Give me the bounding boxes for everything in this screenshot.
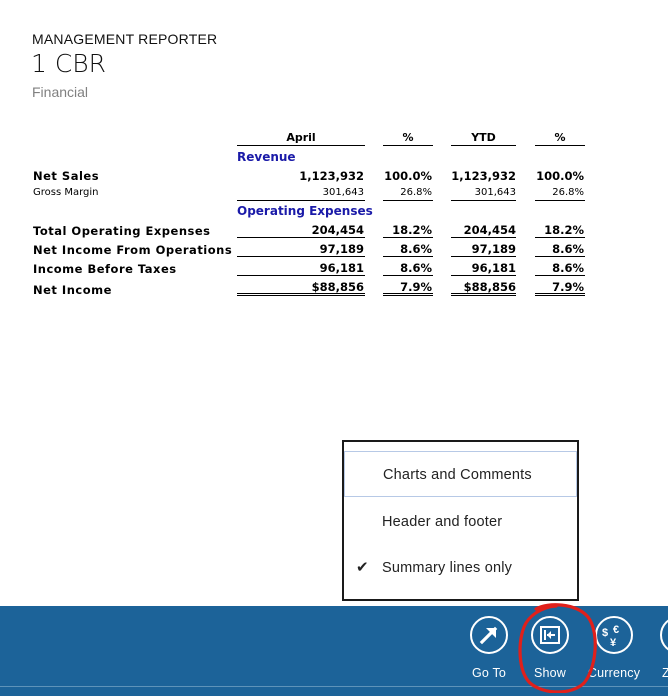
cell-percent-ytd: 8.6% (552, 242, 584, 256)
yen-symbol: ¥ (610, 637, 617, 648)
euro-symbol: € (613, 624, 619, 636)
menu-item-header-and-footer[interactable]: Header and footer (344, 499, 577, 545)
column-header-ytd: YTD (471, 131, 496, 144)
row-rule (237, 237, 365, 238)
page-subtitle: Financial (32, 84, 89, 100)
total-double-rule (383, 293, 433, 296)
column-header-percent-ytd: % (554, 131, 566, 144)
financial-report: April % YTD % Revenue Net Sales 1,123,93… (33, 131, 585, 297)
row-rule (535, 256, 585, 257)
cell-percent: 100.0% (384, 169, 432, 183)
cell-percent: 7.9% (400, 280, 432, 294)
cell-percent-ytd: 18.2% (544, 223, 584, 237)
cell-percent: 26.8% (400, 187, 432, 198)
row-label: Net Sales (33, 169, 100, 183)
row-rule (451, 237, 516, 238)
show-button[interactable]: Show (518, 610, 582, 680)
currency-button[interactable]: $ € ¥ Currency (582, 610, 646, 680)
row-label: Gross Margin (33, 187, 99, 198)
row-rule (383, 200, 433, 201)
cell-april: 97,189 (319, 242, 364, 256)
currency-button-label: Currency (587, 666, 641, 680)
cell-percent-ytd: 8.6% (552, 261, 584, 275)
cell-percent-ytd: 100.0% (536, 169, 584, 183)
row-rule (535, 275, 585, 276)
app-bar-divider (0, 686, 668, 687)
total-double-rule (535, 293, 585, 296)
menu-item-label: Summary lines only (382, 560, 513, 576)
row-rule (383, 256, 433, 257)
row-rule (237, 200, 365, 201)
row-rule (237, 275, 365, 276)
column-header-rule (383, 145, 433, 146)
row-rule (451, 256, 516, 257)
row-rule (451, 275, 516, 276)
column-header-april: April (286, 131, 316, 144)
total-double-rule (237, 293, 365, 296)
row-rule (451, 200, 516, 201)
cell-april: 1,123,932 (299, 169, 364, 183)
row-rule (383, 237, 433, 238)
cell-april: 204,454 (311, 223, 364, 237)
row-rule (383, 275, 433, 276)
column-header-rule (451, 145, 516, 146)
section-revenue: Revenue (237, 150, 296, 164)
cell-percent-ytd: 7.9% (552, 280, 584, 294)
total-double-rule (451, 293, 516, 296)
checkmark-icon: ✔ (356, 559, 369, 576)
arrow-up-right-icon (470, 616, 508, 654)
cell-ytd: $88,856 (463, 280, 516, 294)
goto-button[interactable]: Go To (457, 610, 521, 680)
app-title: MANAGEMENT REPORTER (32, 31, 218, 47)
cell-percent: 8.6% (400, 242, 432, 256)
cell-ytd: 1,123,932 (451, 169, 516, 183)
cell-april: 301,643 (322, 187, 364, 198)
menu-item-label: Header and footer (382, 514, 503, 530)
column-header-rule (237, 145, 365, 146)
show-panel-icon (531, 616, 569, 654)
row-rule (535, 237, 585, 238)
cell-percent-ytd: 26.8% (552, 187, 584, 198)
cell-percent: 8.6% (400, 261, 432, 275)
column-header-rule (535, 145, 585, 146)
goto-button-label: Go To (471, 666, 507, 680)
cell-percent: 18.2% (392, 223, 432, 237)
page-title: 1 CBR (31, 49, 107, 78)
row-label: Net Income From Operations (33, 243, 233, 257)
cell-april: $88,856 (311, 280, 364, 294)
cell-ytd: 97,189 (471, 242, 516, 256)
show-menu: Charts and Comments Header and footer ✔ … (342, 440, 579, 601)
zoom-button[interactable]: Z (646, 610, 668, 680)
cell-april: 96,181 (319, 261, 364, 275)
column-header-percent: % (402, 131, 414, 144)
row-rule (535, 200, 585, 201)
menu-item-label: Charts and Comments (383, 467, 532, 483)
row-label: Total Operating Expenses (33, 224, 211, 238)
cell-ytd: 96,181 (471, 261, 516, 275)
menu-item-summary-lines-only[interactable]: ✔ Summary lines only (344, 545, 577, 591)
row-rule (237, 256, 365, 257)
section-operating-expenses: Operating Expenses (237, 204, 373, 218)
show-button-label: Show (533, 666, 567, 680)
menu-item-charts-and-comments[interactable]: Charts and Comments (344, 451, 577, 497)
dollar-symbol: $ (602, 627, 608, 639)
currency-icon: $ € ¥ (595, 616, 633, 654)
cell-ytd: 204,454 (463, 223, 516, 237)
zoom-button-label: Z (662, 666, 668, 680)
cell-ytd: 301,643 (474, 187, 516, 198)
row-label: Income Before Taxes (33, 262, 177, 276)
zoom-icon (660, 616, 668, 654)
row-label: Net Income (33, 283, 112, 297)
